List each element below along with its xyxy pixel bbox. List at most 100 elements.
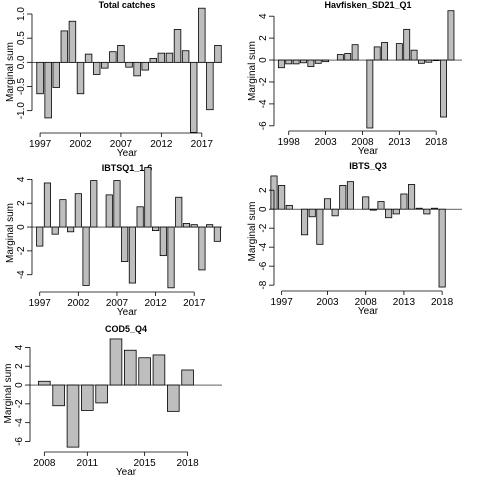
bar [410, 49, 418, 61]
bar [440, 59, 447, 118]
chart-panel: Total catches -1.0 -0.5 0.0 0.5 1.0 1997 2002 20… [5, 0, 222, 159]
y-tick-label: -2 [16, 246, 27, 255]
y-tick-label: 0 [14, 382, 25, 388]
bar [395, 43, 403, 61]
x-tick-label: 2018 [176, 458, 199, 469]
bar [59, 199, 67, 228]
bar [125, 61, 133, 68]
x-tick-label: 2017 [191, 139, 214, 150]
bar [167, 226, 175, 289]
bar [90, 180, 98, 228]
bar [323, 198, 332, 210]
y-tick-label: -4 [16, 270, 27, 279]
y-tick-label: -4 [14, 418, 25, 427]
bar [82, 226, 90, 286]
y-tick-label: -6 [14, 437, 25, 446]
bar [423, 208, 431, 215]
bar [346, 181, 354, 210]
bar [144, 167, 152, 228]
bar [141, 61, 149, 71]
bar [113, 180, 121, 228]
bar [292, 59, 300, 65]
bar [51, 226, 59, 235]
bar [175, 196, 183, 228]
x-tick-label: 2003 [316, 297, 339, 308]
bar [95, 384, 108, 404]
y-tick-label: -2 [258, 223, 269, 232]
y-tick-label: -8 [258, 280, 269, 289]
x-tick-label: 2002 [67, 298, 90, 309]
bar [369, 208, 377, 211]
x-tick-label: 1997 [29, 139, 52, 150]
bar [278, 185, 286, 210]
bar [300, 59, 307, 64]
y-tick-label: -6 [258, 121, 269, 130]
x-tick-label: 1997 [271, 297, 294, 308]
y-tick-label: -2 [14, 399, 25, 408]
x-tick-label: 2002 [69, 139, 92, 150]
x-axis-label: Year [358, 146, 379, 157]
bar [121, 226, 129, 262]
y-tick-label: 4 [258, 13, 269, 19]
y-tick-label: -1.0 [16, 102, 27, 120]
y-tick-label: 0.0 [16, 55, 27, 69]
chart-title: IBTS_Q3 [349, 161, 387, 171]
y-tick-label: -4 [258, 99, 269, 108]
x-tick-label: 2011 [77, 458, 99, 469]
bar [285, 204, 293, 210]
x-tick-label: 2013 [393, 297, 416, 308]
bar [133, 61, 141, 77]
bar [36, 226, 44, 247]
bar [385, 208, 393, 219]
bar [66, 384, 80, 448]
bar [92, 61, 101, 75]
bar [322, 59, 330, 63]
bar [138, 357, 151, 386]
bar [182, 223, 191, 228]
y-axis-label: Marginal sum [247, 41, 258, 101]
bar [152, 226, 160, 232]
bar [373, 46, 381, 61]
bar [351, 44, 359, 61]
x-axis-label: Year [117, 148, 138, 159]
x-tick-label: 2008 [351, 137, 374, 148]
x-tick-label: 2008 [33, 458, 56, 469]
bar [430, 207, 439, 210]
bar [105, 194, 113, 228]
chart-panel: IBTS_Q3 -8 -6 -4 -2 0 2 1997 2003 2008 2013 2018 Yea… [247, 161, 462, 317]
bar [157, 52, 166, 63]
y-axis-label: Marginal sum [247, 201, 258, 261]
bar [60, 30, 69, 63]
chart-panel: Havfisken_SD21_Q1 -6 -4 -2 0 2 4 1998 2003 2008 20… [247, 0, 462, 157]
bar [277, 59, 285, 69]
bar [307, 59, 315, 68]
bar [314, 59, 322, 64]
bar [432, 59, 440, 61]
bar [336, 54, 344, 61]
x-tick-label: 2017 [183, 298, 206, 309]
bar [181, 50, 190, 63]
x-tick-label: 2012 [150, 139, 173, 150]
y-tick-label: -2 [258, 77, 269, 86]
bar [36, 61, 44, 95]
x-axis-label: Year [117, 307, 138, 318]
bar [285, 59, 293, 65]
y-tick-label: 2 [258, 35, 269, 41]
y-tick-label: 1.0 [16, 7, 27, 21]
bar [190, 224, 198, 228]
y-tick-label: -4 [258, 242, 269, 251]
bar [366, 59, 374, 129]
x-tick-label: 2008 [355, 297, 378, 308]
x-tick-label: 2015 [134, 458, 157, 469]
bar [301, 208, 309, 236]
bar [152, 354, 166, 386]
bar [124, 349, 137, 386]
bar [181, 369, 194, 386]
bar [76, 61, 85, 95]
bar [74, 193, 82, 228]
y-axis-label: Marginal sum [5, 42, 16, 102]
bar [128, 226, 136, 284]
y-tick-label: 0 [258, 57, 269, 63]
y-tick-label: 0 [16, 224, 27, 230]
